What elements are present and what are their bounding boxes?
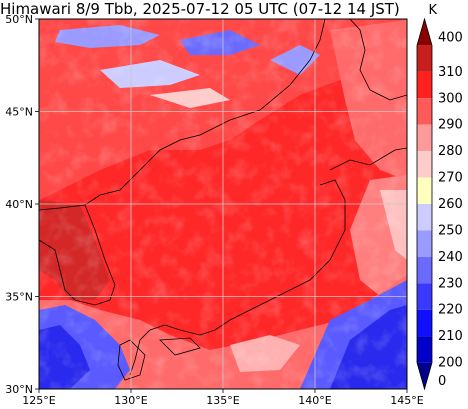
coastline-kyushu xyxy=(117,339,146,381)
map-grid xyxy=(39,19,407,389)
colorbar-swatch xyxy=(417,71,432,99)
colorbar-swatch xyxy=(417,151,432,178)
colorbar-label: 300 xyxy=(438,91,463,106)
colorbar-label: 240 xyxy=(438,250,463,265)
colorbar-label: 400 xyxy=(438,31,463,46)
x-tick-label: 130°E xyxy=(114,394,147,407)
x-axis: 125°E 130°E 135°E 140°E 145°E xyxy=(22,389,424,407)
colorbar-swatch xyxy=(417,204,432,231)
colorbar-swatch xyxy=(417,230,432,257)
y-tick-label: 30°N xyxy=(5,383,33,396)
map-title: Himawari 8/9 Tbb, 2025-07-12 05 UTC (07-… xyxy=(0,0,400,18)
colorbar-label: 220 xyxy=(438,303,463,318)
colorbar-outline xyxy=(416,17,433,391)
colorbar-swatch xyxy=(417,336,432,363)
colorbar-label: 250 xyxy=(438,223,463,238)
colorbar-swatch xyxy=(417,256,432,284)
colorbar-label: 280 xyxy=(438,144,463,159)
y-tick-label: 45°N xyxy=(5,106,33,119)
colorbar-label: 310 xyxy=(438,65,463,80)
colorbar-swatch xyxy=(417,19,432,46)
colorbar-label: 230 xyxy=(438,276,463,291)
colorbar-unit: K xyxy=(429,3,438,18)
coastline-mainland xyxy=(39,19,326,211)
coastline-korea xyxy=(39,204,116,306)
y-axis: 50°N 45°N 40°N 35°N 30°N xyxy=(5,13,39,396)
colorbar-label: 270 xyxy=(438,171,463,186)
coastlines xyxy=(39,19,407,381)
colorbar-swatch xyxy=(417,45,432,72)
y-tick-label: 35°N xyxy=(5,291,33,304)
colorbar-swatch xyxy=(417,283,432,310)
colorbar-swatch xyxy=(417,362,432,389)
x-tick-label: 125°E xyxy=(22,394,55,407)
colorbar-label: 0 xyxy=(438,374,446,389)
coastline-honshu xyxy=(129,179,346,376)
colorbar-label: 200 xyxy=(438,356,463,371)
map-plot-area xyxy=(39,19,407,389)
colorbar-swatch xyxy=(417,98,432,125)
x-tick-label: 140°E xyxy=(298,394,331,407)
x-tick-label: 145°E xyxy=(390,394,423,407)
colorbar-label: 260 xyxy=(438,197,463,212)
coastline-hokkaido xyxy=(329,147,407,171)
y-tick-label: 40°N xyxy=(5,198,33,211)
colorbar-label: 290 xyxy=(438,118,463,133)
coastline-sakhalin xyxy=(349,19,407,101)
colorbar-swatch xyxy=(417,124,432,152)
colorbar-label: 210 xyxy=(438,329,463,344)
y-tick-label: 50°N xyxy=(5,13,33,26)
colorbar-swatch xyxy=(417,177,432,204)
coastline-shikoku xyxy=(159,337,201,356)
colorbar-swatch xyxy=(417,309,432,337)
x-tick-label: 135°E xyxy=(206,394,239,407)
